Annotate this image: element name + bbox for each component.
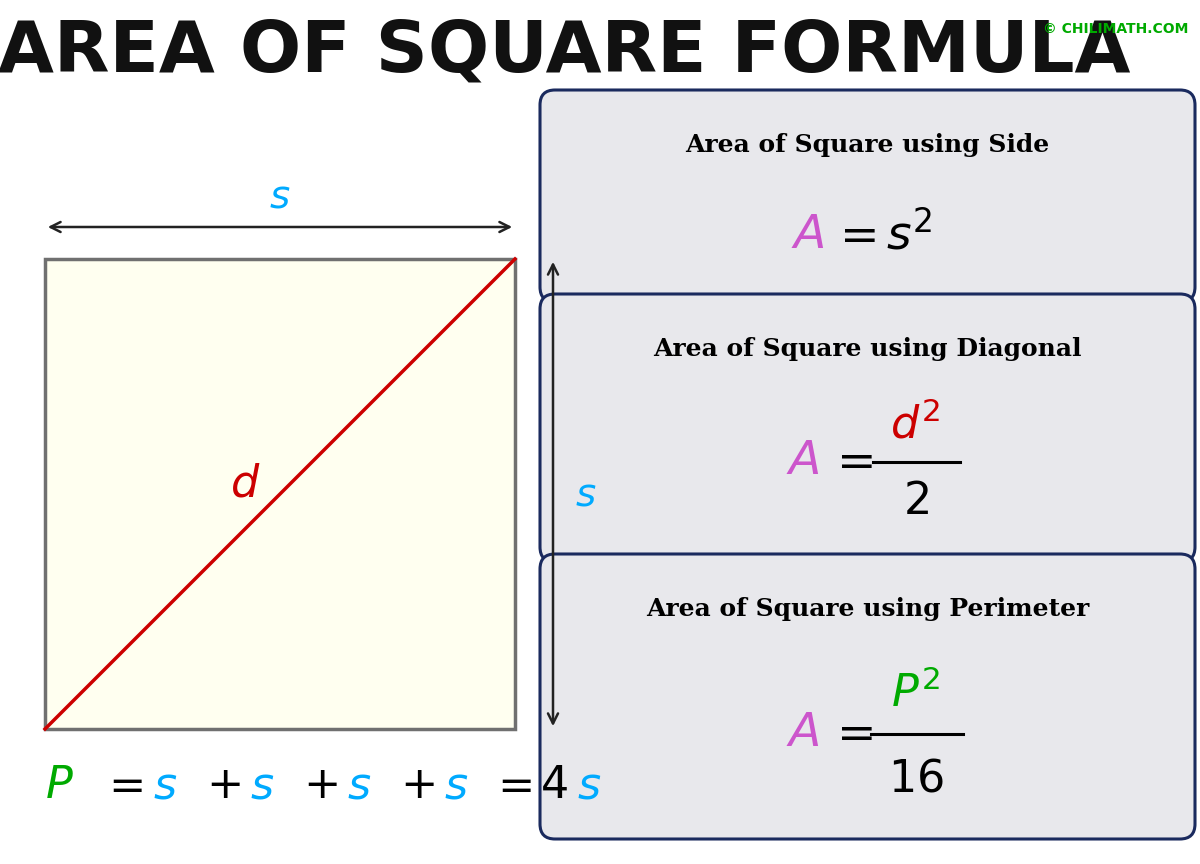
Text: $A$: $A$ [791,213,824,257]
Text: $P^2$: $P^2$ [892,671,940,716]
Text: © CHILIMATH.COM: © CHILIMATH.COM [1043,22,1188,36]
Text: $s$: $s$ [575,475,596,513]
Text: Area of Square using Diagonal: Area of Square using Diagonal [653,337,1081,361]
Text: $s$: $s$ [154,765,178,808]
Text: $d^2$: $d^2$ [890,403,941,448]
Text: Area of Square using Perimeter: Area of Square using Perimeter [646,597,1090,621]
Text: $A$: $A$ [786,440,820,485]
Text: $s^2$: $s^2$ [887,212,932,258]
Text: $\,+\,$: $\,+\,$ [191,765,241,808]
Text: $=$: $=$ [827,711,872,757]
Text: $s$: $s$ [577,765,601,808]
Text: $s$: $s$ [269,177,290,215]
Text: $\,+\,$: $\,+\,$ [288,765,338,808]
Text: $s$: $s$ [347,765,371,808]
Text: $s$: $s$ [444,765,468,808]
Text: $=$: $=$ [829,213,876,257]
Text: $d$: $d$ [229,462,260,505]
Text: $2$: $2$ [902,480,929,524]
FancyBboxPatch shape [540,554,1195,839]
Text: Area of Square using Side: Area of Square using Side [685,133,1050,157]
Text: $A$: $A$ [786,711,820,757]
Text: $4$: $4$ [540,765,568,808]
FancyBboxPatch shape [540,90,1195,302]
Text: $P$: $P$ [46,765,73,808]
Text: $\,+\,$: $\,+\,$ [385,765,436,808]
Text: $\,=\,$: $\,=\,$ [94,765,144,808]
Text: $=$: $=$ [827,440,872,485]
Text: $16$: $16$ [888,758,943,801]
Text: AREA OF SQUARE FORMULA: AREA OF SQUARE FORMULA [0,18,1130,87]
Text: $s$: $s$ [250,765,275,808]
Bar [46,259,515,729]
Text: $\,=\,$: $\,=\,$ [482,765,533,808]
FancyBboxPatch shape [540,294,1195,562]
